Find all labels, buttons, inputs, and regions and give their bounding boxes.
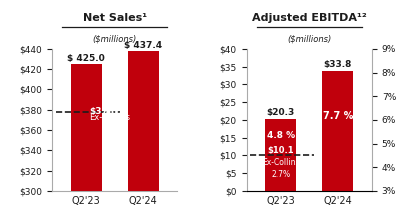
Text: 7.7 %: 7.7 %	[322, 111, 353, 121]
Text: Ex-Collins: Ex-Collins	[89, 113, 130, 122]
Text: $33.8: $33.8	[324, 60, 352, 69]
Text: $378.1: $378.1	[89, 107, 124, 116]
Text: Adjusted EBITDA¹²: Adjusted EBITDA¹²	[252, 13, 367, 23]
Text: $ 437.4: $ 437.4	[124, 41, 162, 50]
Text: Net Sales¹: Net Sales¹	[83, 13, 147, 23]
Text: $20.3: $20.3	[267, 108, 295, 117]
Bar	[128, 52, 159, 191]
Text: 4.8 %: 4.8 %	[267, 131, 295, 140]
Text: $ 425.0: $ 425.0	[67, 54, 105, 63]
Title: Net Sales¹
($millions): Net Sales¹ ($millions)	[0, 221, 1, 222]
Title: Adjusted EBITDA¹²
($millions): Adjusted EBITDA¹² ($millions)	[0, 221, 1, 222]
Text: Ex-Collins: Ex-Collins	[262, 158, 300, 167]
Bar	[265, 119, 296, 191]
Bar	[322, 71, 354, 191]
Text: ($millions): ($millions)	[287, 34, 331, 43]
Text: $10.1: $10.1	[268, 146, 294, 155]
Bar	[70, 64, 102, 191]
Text: 2.7%: 2.7%	[271, 170, 290, 179]
Text: ($millions): ($millions)	[93, 34, 137, 43]
